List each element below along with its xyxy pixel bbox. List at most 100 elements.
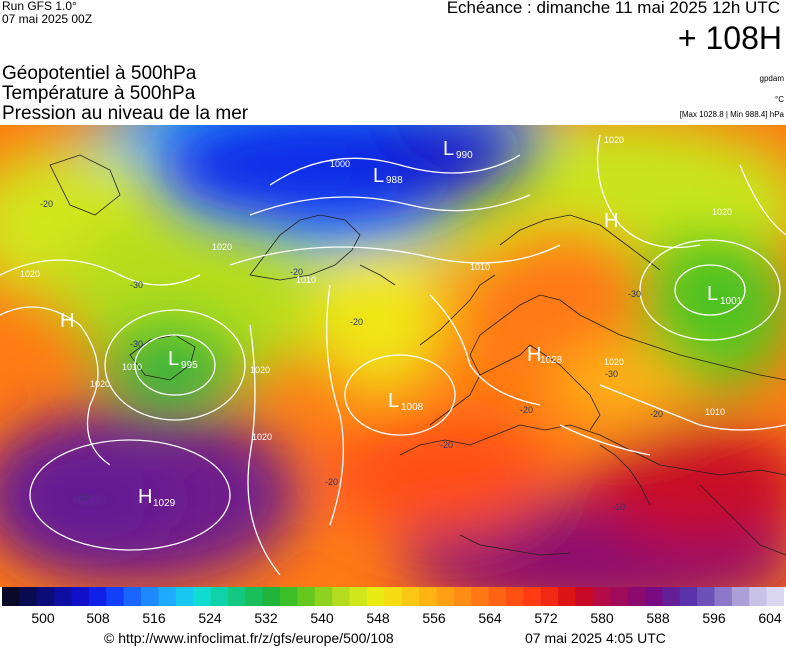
svg-text:H: H — [60, 310, 74, 332]
color-swatch — [558, 587, 577, 606]
color-swatch — [505, 587, 524, 606]
color-scale-bar — [2, 587, 784, 606]
isobar-label: 1020 — [252, 432, 272, 442]
temperature-label: -20 — [350, 317, 363, 327]
svg-text:1029: 1029 — [153, 498, 176, 509]
color-swatch — [714, 587, 733, 606]
temperature-label: -10 — [612, 502, 625, 512]
svg-text:988: 988 — [386, 175, 403, 186]
color-swatch — [36, 587, 55, 606]
color-swatch — [88, 587, 107, 606]
isobar-label: 1020 — [604, 135, 624, 145]
color-swatch — [210, 587, 229, 606]
color-swatch — [54, 587, 73, 606]
color-swatch — [227, 587, 246, 606]
color-swatch — [523, 587, 542, 606]
low-center-1008: L 1008 — [388, 390, 424, 413]
unit-celsius: °C — [775, 95, 784, 104]
color-swatch — [488, 587, 507, 606]
scale-tick-label: 500 — [31, 610, 55, 626]
color-swatch — [175, 587, 194, 606]
low-center-1001: L 1001 — [707, 283, 743, 307]
scale-tick-label: 540 — [310, 610, 334, 626]
color-scale-labels: 500 508 516 524 532 540 548 556 564 572 … — [0, 610, 786, 628]
scale-tick-label: 532 — [254, 610, 278, 626]
geopotential-field — [0, 125, 786, 587]
temperature-value-labels: -20 -30 -30 -20 -20 -20 -20 -20 -30 -30 … — [40, 199, 663, 512]
isobar-label: 1020 — [20, 269, 40, 279]
temperature-label: -20 — [650, 409, 663, 419]
color-swatch — [314, 587, 333, 606]
layer-title-temperature: Température à 500hPa — [2, 83, 196, 104]
pressure-max-min: [Max 1028.8 | Min 988.4] hPa — [679, 110, 784, 119]
scale-tick-label: 580 — [590, 610, 614, 626]
temperature-label: -10 — [76, 492, 89, 502]
temperature-label: -20 — [290, 267, 303, 277]
color-swatch — [193, 587, 212, 606]
color-swatch — [644, 587, 663, 606]
scale-tick-label: 604 — [758, 610, 782, 626]
temperature-label: -30 — [605, 369, 618, 379]
color-swatch — [662, 587, 681, 606]
high-center-1029: H 1029 — [138, 486, 176, 509]
low-center-988: L 988 — [373, 165, 403, 187]
isobar-label: 1010 — [470, 262, 490, 272]
isobar-value-labels: 1020 1020 1010 1000 1010 1020 1020 1020 … — [20, 135, 732, 442]
pressure-centers: L 990 L 988 L 995 L 1008 L 1001 H 1029 H… — [60, 138, 743, 509]
temperature-label: -20 — [440, 440, 453, 450]
isobar-label: 1010 — [122, 362, 142, 372]
color-swatch — [419, 587, 438, 606]
isobar-label: 1020 — [90, 379, 110, 389]
color-swatch — [679, 587, 698, 606]
run-label: Run GFS 1.0° — [2, 0, 77, 13]
scale-tick-label: 548 — [366, 610, 390, 626]
svg-text:H: H — [527, 344, 541, 366]
copyright-link[interactable]: © http://www.infoclimat.fr/z/gfs/europe/… — [104, 630, 394, 646]
forecast-valid-time: Echéance : dimanche 11 mai 2025 12h UTC — [446, 0, 780, 17]
color-swatch — [280, 587, 299, 606]
color-swatch — [106, 587, 125, 606]
scale-tick-label: 588 — [646, 610, 670, 626]
scale-tick-label: 596 — [702, 610, 726, 626]
svg-text:1001: 1001 — [720, 296, 743, 307]
color-swatch — [297, 587, 316, 606]
svg-text:L: L — [388, 390, 399, 412]
unit-gpdam: gpdam — [759, 74, 784, 83]
isobars — [0, 134, 786, 576]
color-swatch — [19, 587, 38, 606]
isobar-label: 1020 — [212, 242, 232, 252]
isobar-label: 1000 — [330, 159, 350, 169]
color-swatch — [575, 587, 594, 606]
temperature-label: -30 — [628, 289, 641, 299]
isobar-label: 1020 — [250, 365, 270, 375]
forecast-lead-time: + 108H — [677, 20, 782, 56]
color-swatch — [332, 587, 351, 606]
scale-tick-label: 556 — [422, 610, 446, 626]
color-swatch — [540, 587, 559, 606]
color-swatch — [731, 587, 750, 606]
color-swatch — [384, 587, 403, 606]
color-swatch — [123, 587, 142, 606]
color-swatch — [245, 587, 264, 606]
color-swatch — [471, 587, 490, 606]
svg-text:990: 990 — [456, 150, 473, 161]
color-swatch — [610, 587, 629, 606]
isobar-label: 1020 — [712, 207, 732, 217]
color-swatch — [71, 587, 90, 606]
temperature-label: -20 — [40, 199, 53, 209]
svg-text:1028: 1028 — [540, 355, 563, 366]
weather-map: 1020 1020 1010 1000 1010 1020 1020 1020 … — [0, 125, 786, 587]
svg-text:L: L — [443, 138, 454, 160]
temperature-label: -20 — [325, 477, 338, 487]
scale-tick-label: 516 — [142, 610, 166, 626]
layer-title-geopotential: Géopotentiel à 500hPa — [2, 63, 197, 84]
color-swatch — [453, 587, 472, 606]
color-swatch — [766, 587, 784, 606]
scale-tick-label: 524 — [198, 610, 222, 626]
temperature-label: -30 — [130, 339, 143, 349]
color-swatch — [366, 587, 385, 606]
svg-text:L: L — [707, 283, 718, 305]
svg-text:1008: 1008 — [401, 402, 424, 413]
color-swatch — [436, 587, 455, 606]
isobar-label: 1010 — [705, 407, 725, 417]
